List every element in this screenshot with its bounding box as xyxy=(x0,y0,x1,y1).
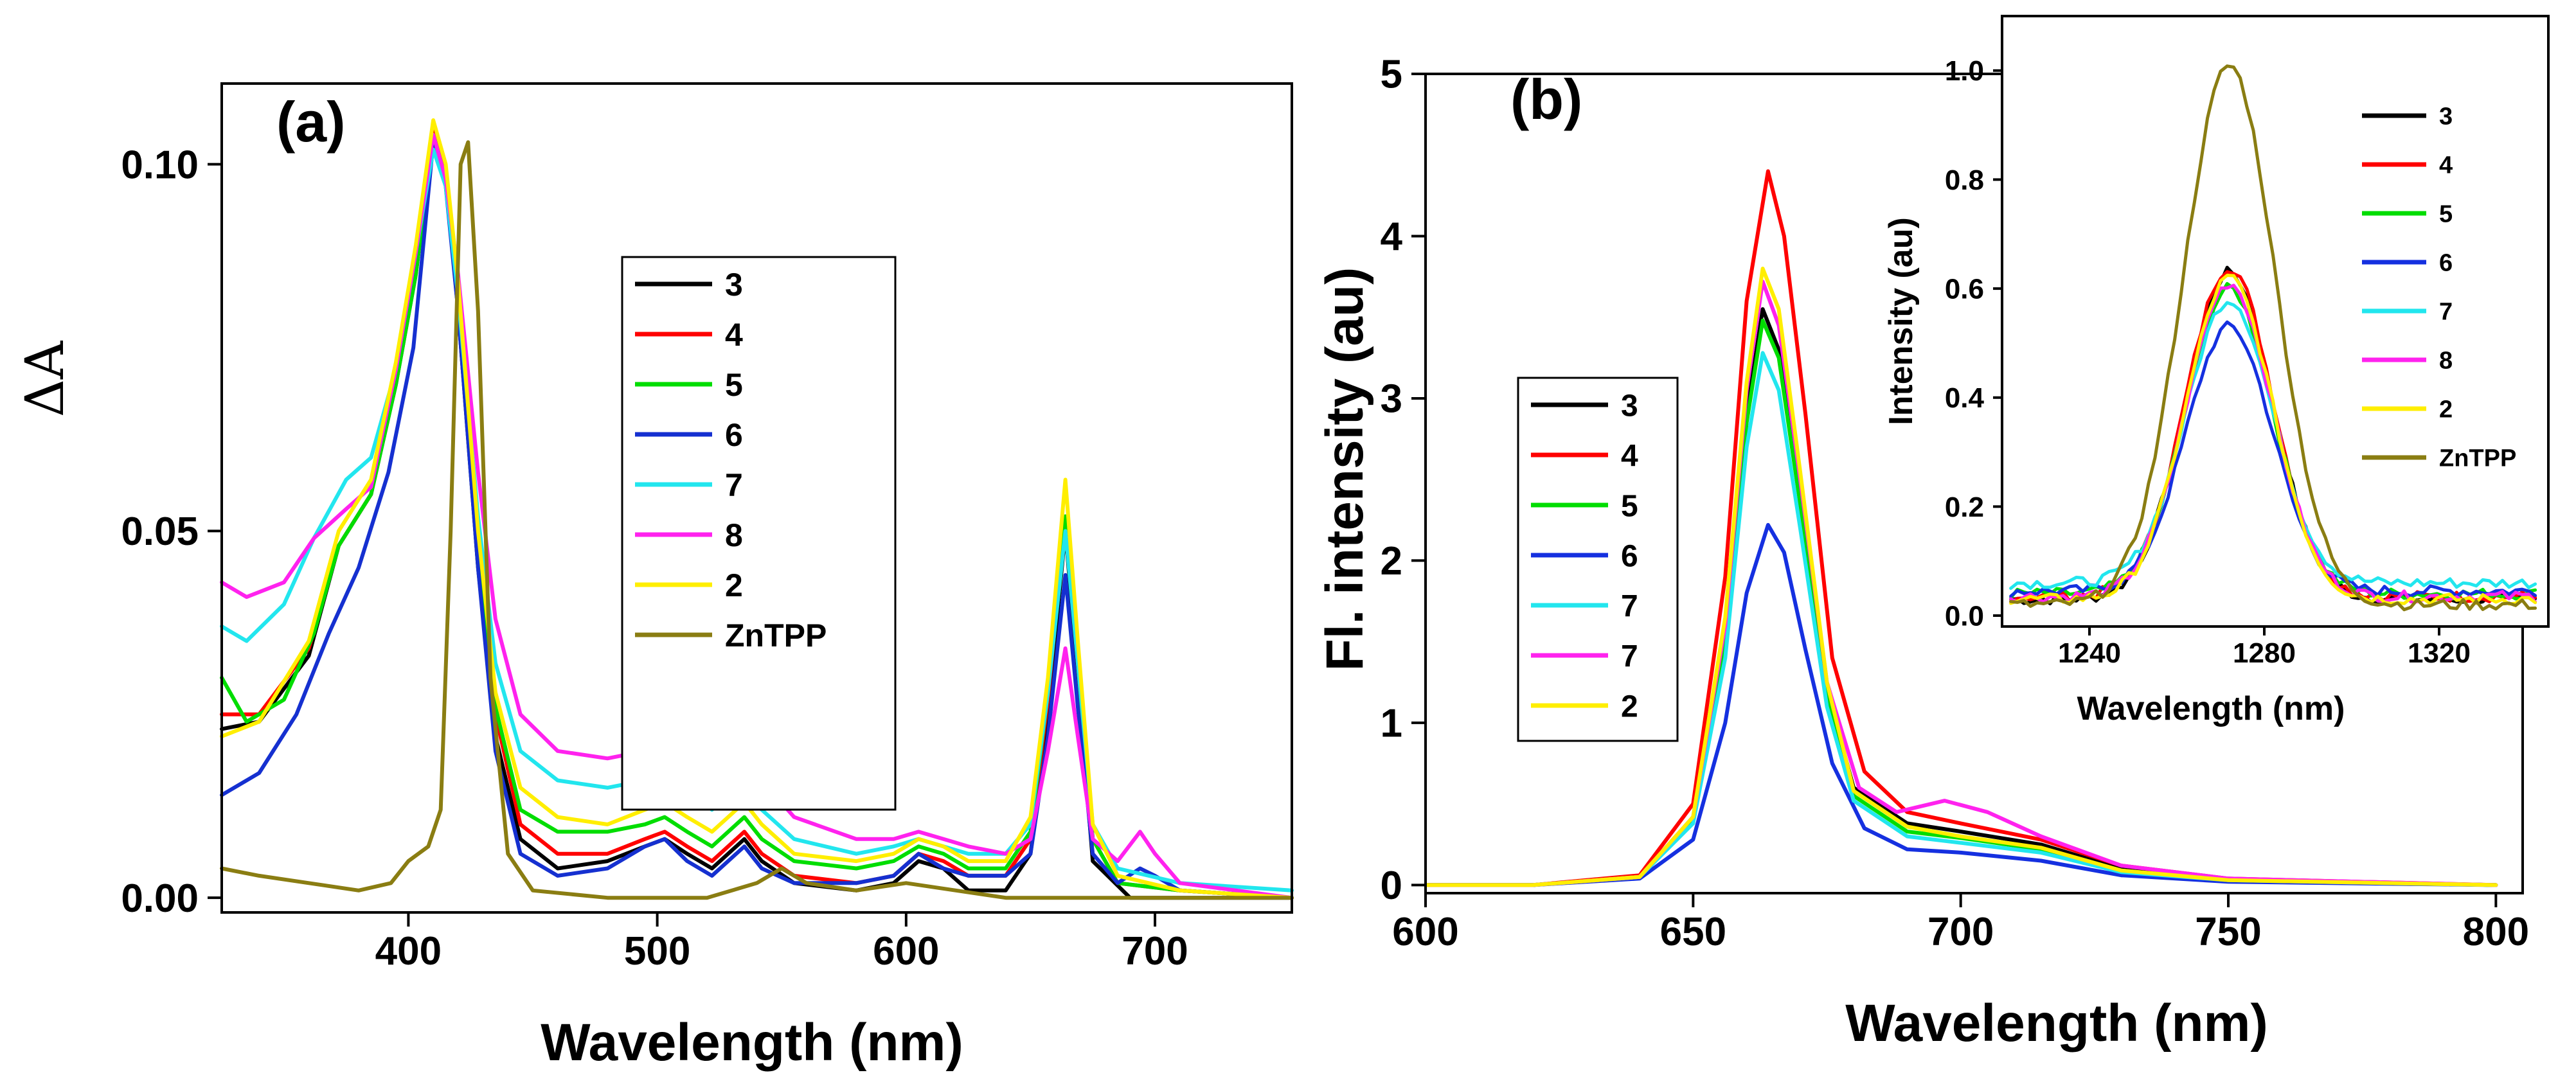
panel-b-x-tick-label: 800 xyxy=(2463,910,2529,954)
inset-series-group xyxy=(2009,64,2537,612)
panel-b-series-line-2 xyxy=(1424,267,2498,887)
inset-y-tick-label: 0.0 xyxy=(1945,600,1984,632)
inset-plot-frame xyxy=(2001,15,2550,628)
panel-b-x-axis-title: Wavelength (nm) xyxy=(1845,994,2268,1053)
inset-y-tick-label: 0.6 xyxy=(1945,274,1984,305)
panel-a-chart: 400 500 600 700 0.00 0.05 0.10 (a) Wavelength … xyxy=(15,82,1294,1072)
panel-a-legend-label: 2 xyxy=(725,567,743,603)
panel-b-legend-label: 2 xyxy=(1621,689,1638,724)
panel-b-y-tick-label: 2 xyxy=(1381,539,1402,583)
panel-a-y-tick-label: 0.05 xyxy=(121,510,199,554)
inset-background xyxy=(2002,16,2548,626)
inset-y-tick-label: 0.8 xyxy=(1945,164,1984,196)
panel-a-legend-label: 6 xyxy=(725,417,743,453)
panel-a-x-tick-label: 600 xyxy=(873,929,939,973)
panel-a-x-tick-label: 400 xyxy=(375,929,442,973)
panel-a-axes: 400 500 600 700 0.00 0.05 0.10 xyxy=(121,82,1293,973)
panel-a-legend-label: 8 xyxy=(725,517,743,553)
inset-x-tick-label: 1240 xyxy=(2058,637,2121,669)
panel-a-legend-label: 7 xyxy=(725,467,743,503)
panel-a-legend: 3 4 5 6 7 8 2 ZnTPP xyxy=(621,256,897,811)
panel-a-x-tick-label: 500 xyxy=(624,929,690,973)
panel-a-series-line-6 xyxy=(220,140,1294,900)
panel-b-x-tick-label: 650 xyxy=(1660,910,1726,954)
inset-series-line-7 xyxy=(2009,301,2537,591)
panel-a-series-line-ZnTPP xyxy=(220,140,1294,900)
panel-b-legend: 3 4 5 6 7 7 2 xyxy=(1517,377,1679,742)
panel-b-y-axis-title: Fl. intensity (au) xyxy=(1316,267,1374,671)
panel-b-legend-label: 7 xyxy=(1621,589,1638,623)
inset-legend-label: 3 xyxy=(2439,103,2453,130)
inset-legend-label: 2 xyxy=(2439,396,2453,423)
inset-series-line-6 xyxy=(2009,320,2537,598)
panel-b-series-line-6 xyxy=(1424,522,2498,887)
panel-a-legend-label: 5 xyxy=(725,367,743,403)
panel-a-x-tick-label: 700 xyxy=(1122,929,1188,973)
inset-legend-label: ZnTPP xyxy=(2439,445,2516,472)
panel-a-plot-frame xyxy=(220,82,1293,914)
inset-y-tick-label: 0.4 xyxy=(1945,382,1985,414)
panel-a-legend-label: 4 xyxy=(725,317,743,353)
panel-b-y-tick-label: 0 xyxy=(1381,864,1402,908)
panel-b-y-tick-label: 4 xyxy=(1381,215,1403,259)
panel-a-series-line-2 xyxy=(220,118,1294,900)
panel-a-label: (a) xyxy=(276,90,346,154)
inset-x-tick-label: 1320 xyxy=(2408,637,2471,669)
inset-legend: 3 4 5 6 7 8 2 ZnTPP xyxy=(2362,103,2516,472)
inset-series-line-ZnTPP xyxy=(2009,64,2537,612)
inset-y-tick-label: 1.0 xyxy=(1945,55,1984,87)
panel-a-y-tick-label: 0.00 xyxy=(121,876,199,921)
panel-b-y-tick-label: 5 xyxy=(1381,53,1402,97)
inset-x-tick-label: 1280 xyxy=(2233,637,2296,669)
inset-legend-label: 6 xyxy=(2439,250,2453,277)
inset-legend-label: 5 xyxy=(2439,201,2453,228)
panel-b-legend-label: 6 xyxy=(1621,539,1638,573)
inset-x-axis-title: Wavelength (nm) xyxy=(2077,690,2345,727)
panel-b-y-tick-label: 1 xyxy=(1381,702,1402,746)
panel-b-y-tick-label: 3 xyxy=(1381,377,1402,422)
inset-series-line-2 xyxy=(2009,274,2537,606)
panel-b-legend-label: 5 xyxy=(1621,489,1638,523)
panel-b-x-tick-label: 600 xyxy=(1392,910,1458,954)
inset-legend-label: 4 xyxy=(2439,152,2453,179)
inset-y-axis-title: Intensity (au) xyxy=(1883,217,1920,425)
panel-a-y-axis-title: ΔA xyxy=(15,340,76,417)
panel-a-x-axis-title: Wavelength (nm) xyxy=(541,1013,963,1072)
inset-y-tick-label: 0.2 xyxy=(1945,492,1984,523)
inset-axes: 1240 1280 1320 0.0 0.2 0.4 0.6 0.8 1.0 xyxy=(1945,15,2550,669)
panel-b-chart: 600 650 700 750 800 0 1 2 3 4 5 (b) Wavelength (nm… xyxy=(1316,53,2529,1053)
panel-b-axes: 600 650 700 750 800 0 1 2 3 4 5 xyxy=(1381,53,2530,954)
panel-b-x-tick-label: 750 xyxy=(2195,910,2261,954)
panel-b-legend-label: 4 xyxy=(1621,439,1638,473)
panel-b-x-tick-label: 700 xyxy=(1928,910,1994,954)
inset-legend-label: 7 xyxy=(2439,299,2453,326)
panel-b-series-line-7 xyxy=(1424,351,2498,887)
panel-b-inset-chart: 1240 1280 1320 0.0 0.2 0.4 0.6 0.8 1.0 Wavelengt… xyxy=(1883,15,2550,727)
panel-b-legend-frame xyxy=(1517,377,1679,742)
panel-b-series-line-4 xyxy=(1424,169,2498,887)
panel-b-label: (b) xyxy=(1510,67,1582,131)
inset-legend-label: 8 xyxy=(2439,348,2453,375)
panel-b-legend-label: 3 xyxy=(1621,389,1638,423)
panel-a-y-tick-label: 0.10 xyxy=(121,143,199,187)
panel-a-legend-label: ZnTPP xyxy=(725,617,827,653)
panel-a-legend-label: 3 xyxy=(725,267,743,303)
panel-b-series-group xyxy=(1424,169,2498,887)
panel-b-legend-label: 7 xyxy=(1621,639,1638,673)
